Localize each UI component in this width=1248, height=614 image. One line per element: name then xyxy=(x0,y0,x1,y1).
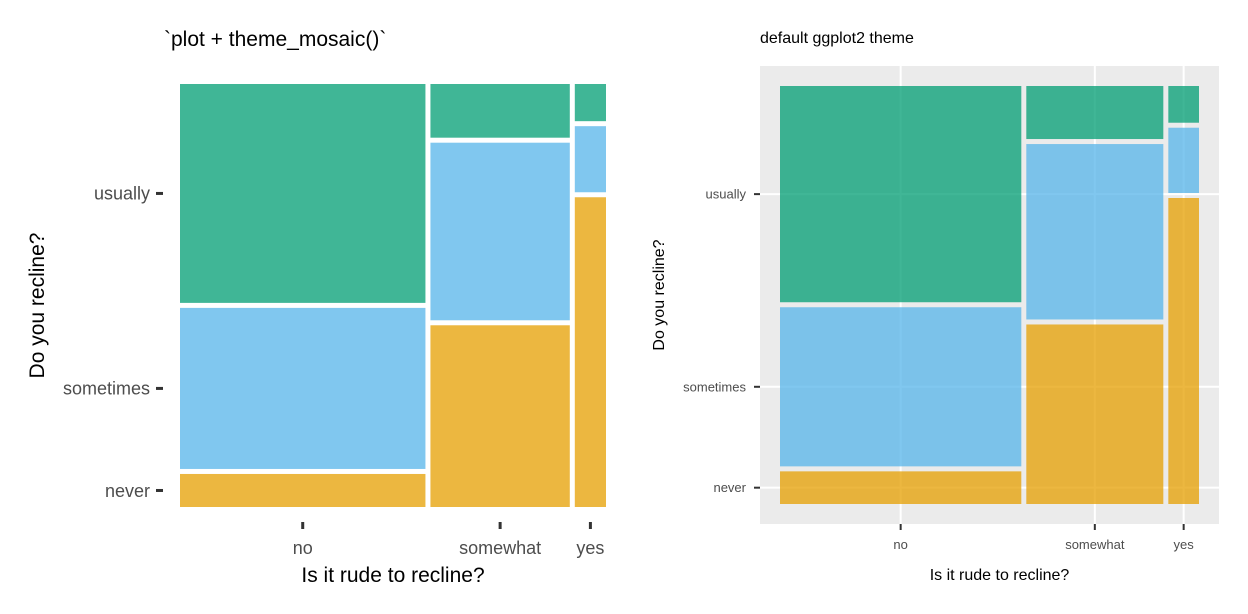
x-tick-label: yes xyxy=(1174,537,1195,552)
x-tick-label: no xyxy=(293,538,313,558)
x-tick-label: no xyxy=(893,537,907,552)
mosaic-tile-yes-usually xyxy=(574,84,606,122)
mosaic-tile-no-usually xyxy=(780,86,1022,303)
mosaic-tile-no-usually xyxy=(180,84,426,303)
mosaic-tile-no-never xyxy=(780,471,1022,504)
mosaic-tile-yes-never xyxy=(1168,198,1199,504)
mosaic-tile-somewhat-sometimes xyxy=(430,142,570,321)
mosaic-tile-no-sometimes xyxy=(780,307,1022,467)
mosaic-tile-somewhat-never xyxy=(1026,324,1164,504)
mosaic-chart-default-theme: no somewhat yes never sometimes usually Is it … xyxy=(651,66,1219,584)
x-tick-label: somewhat xyxy=(1065,537,1125,552)
mosaic-tile-somewhat-usually xyxy=(1026,86,1164,140)
mosaic-tile-somewhat-never xyxy=(430,325,570,507)
right-chart-title: default ggplot2 theme xyxy=(760,30,914,47)
mosaic-tile-yes-never xyxy=(574,197,606,507)
y-tick-label: usually xyxy=(706,187,747,202)
x-tick-label: somewhat xyxy=(459,538,541,558)
x-axis-title: Is it rude to recline? xyxy=(301,564,484,587)
left-chart-title: `plot + theme_mosaic()` xyxy=(164,28,387,51)
y-tick-label: never xyxy=(713,480,746,495)
x-tick-label: yes xyxy=(576,538,604,558)
mosaic-chart-theme-mosaic: no somewhat yes never sometimes usually Is it … xyxy=(26,84,606,587)
mosaic-tile-somewhat-usually xyxy=(430,84,570,138)
mosaic-tile-yes-sometimes xyxy=(1168,127,1199,193)
y-axis-title: Do you recline? xyxy=(26,233,49,379)
y-axis-title: Do you recline? xyxy=(651,239,668,350)
y-tick-label: never xyxy=(105,481,150,501)
mosaic-tile-no-never xyxy=(180,473,426,507)
mosaic-tile-no-sometimes xyxy=(180,307,426,469)
mosaic-tile-somewhat-sometimes xyxy=(1026,144,1164,320)
x-axis-title: Is it rude to recline? xyxy=(930,567,1070,584)
y-tick-label: sometimes xyxy=(683,379,746,394)
mosaic-tile-yes-sometimes xyxy=(574,126,606,193)
y-tick-label: sometimes xyxy=(63,379,150,399)
mosaic-tile-yes-usually xyxy=(1168,86,1199,123)
y-tick-label: usually xyxy=(94,184,150,204)
